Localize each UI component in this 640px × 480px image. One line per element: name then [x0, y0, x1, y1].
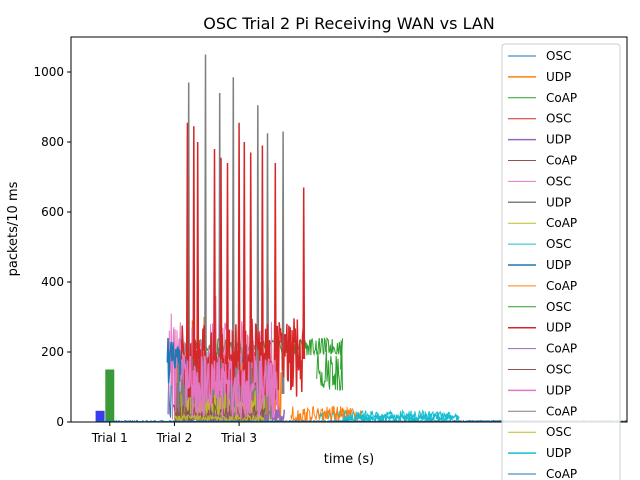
legend-label-6: OSC — [546, 174, 571, 188]
legend-label-11: CoAP — [546, 279, 577, 293]
legend-label-4: UDP — [546, 133, 571, 147]
bar-1 — [105, 369, 115, 422]
chart-title: OSC Trial 2 Pi Receiving WAN vs LAN — [203, 14, 495, 33]
legend-label-13: UDP — [546, 321, 571, 335]
series-line-11 — [290, 405, 363, 422]
y-tick-label-2: 400 — [41, 275, 64, 289]
legend-label-15: OSC — [546, 363, 571, 377]
y-tick-label-0: 0 — [56, 415, 64, 429]
legend-label-3: OSC — [546, 112, 571, 126]
legend: OSC UDP CoAP OSC UDP CoAP OSC UDP CoAP OSC UDP CoAP… — [501, 43, 621, 480]
x-tick-label-0: Trial 1 — [91, 431, 128, 445]
axes-frame — [70, 36, 628, 423]
bar-0 — [95, 410, 105, 422]
legend-label-9: OSC — [546, 237, 571, 251]
legend-label-16: UDP — [546, 383, 571, 397]
legend-label-20: CoAP — [546, 467, 577, 480]
series-line-6 — [167, 281, 279, 422]
series-line-16 — [180, 354, 279, 419]
legend-label-2: CoAP — [546, 91, 577, 105]
series-line-18 — [173, 413, 266, 422]
legend-label-1: UDP — [546, 70, 571, 84]
legend-label-0: OSC — [546, 49, 571, 63]
x-tick-label-2: Trial 3 — [220, 431, 257, 445]
legend-label-17: CoAP — [546, 404, 577, 418]
legend-label-8: CoAP — [546, 216, 577, 230]
x-tick-label-1: Trial 2 — [155, 431, 192, 445]
y-tick-label-4: 800 — [41, 135, 64, 149]
y-axis-label: packets/10 ms — [6, 181, 21, 276]
series-line-19 — [341, 412, 460, 422]
series-line-10 — [166, 337, 182, 384]
legend-label-18: OSC — [546, 425, 571, 439]
axis-ticks: 0 200 400 600 800 1000 Trial 1 Trial 2 Trial 3 — [33, 65, 257, 445]
legend-label-7: UDP — [546, 195, 571, 209]
y-tick-label-5: 1000 — [33, 65, 64, 79]
y-tick-label-1: 200 — [41, 345, 64, 359]
legend-label-19: UDP — [546, 446, 571, 460]
legend-label-5: CoAP — [546, 154, 577, 168]
series-line-12 — [316, 341, 343, 392]
legend-label-12: OSC — [546, 300, 571, 314]
legend-label-10: UDP — [546, 258, 571, 272]
plot-area — [95, 54, 627, 422]
y-tick-label-3: 600 — [41, 205, 64, 219]
legend-label-14: CoAP — [546, 342, 577, 356]
x-axis-label: time (s) — [324, 452, 374, 467]
legend-box — [501, 43, 621, 480]
